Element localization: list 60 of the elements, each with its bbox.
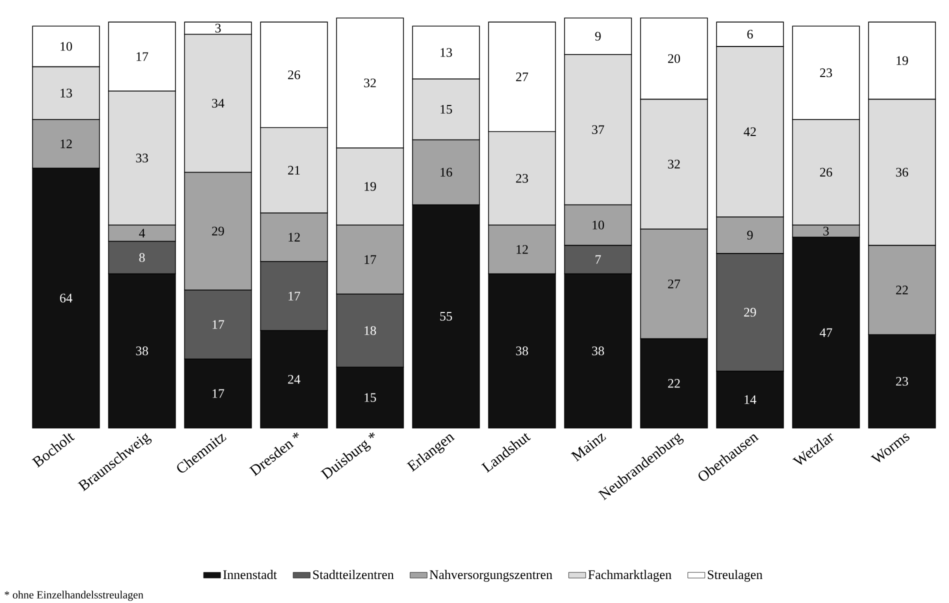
data-label: 17 bbox=[212, 320, 224, 329]
data-label: 14 bbox=[744, 395, 756, 404]
data-label: 10 bbox=[592, 220, 604, 230]
data-label: 13 bbox=[440, 48, 452, 57]
legend-label: Innenstadt bbox=[223, 570, 277, 580]
data-label: 19 bbox=[896, 56, 908, 65]
data-label: 15 bbox=[364, 393, 376, 402]
data-label: 16 bbox=[440, 168, 452, 177]
data-label: 26 bbox=[288, 70, 300, 80]
data-label: 17 bbox=[136, 52, 148, 61]
legend-label: Fachmarktlagen bbox=[588, 570, 672, 582]
data-label: 12 bbox=[60, 140, 72, 148]
data-label: 64 bbox=[60, 294, 72, 302]
data-label: 38 bbox=[136, 346, 148, 356]
data-label: 6 bbox=[747, 30, 753, 39]
text: * ohne Einzelhandelsstreulagen bbox=[4, 590, 144, 601]
data-label: 8 bbox=[139, 253, 145, 262]
data-label: 20 bbox=[668, 54, 680, 63]
data-label: 7 bbox=[596, 255, 601, 264]
data-label: 22 bbox=[896, 286, 908, 294]
data-label: 15 bbox=[440, 104, 452, 114]
data-label: 38 bbox=[516, 346, 528, 356]
data-label: 9 bbox=[595, 32, 601, 41]
data-label: 24 bbox=[288, 374, 300, 384]
data-label: 3 bbox=[823, 226, 829, 236]
data-label: 17 bbox=[288, 292, 300, 300]
legend-label: Stadtteilzentren bbox=[313, 570, 394, 580]
data-label: 23 bbox=[820, 68, 832, 78]
data-label: 10 bbox=[60, 42, 72, 51]
data-label: 23 bbox=[896, 376, 908, 386]
data-label: 13 bbox=[60, 88, 72, 98]
data-label: 21 bbox=[288, 166, 300, 175]
data-label: 3 bbox=[215, 24, 221, 33]
data-label: 4 bbox=[139, 228, 146, 238]
data-label: 36 bbox=[896, 168, 908, 177]
data-label: 27 bbox=[516, 72, 528, 82]
data-label: 22 bbox=[668, 379, 680, 388]
data-label: 47 bbox=[820, 328, 832, 337]
data-label: 29 bbox=[212, 226, 224, 236]
legend-label: Streulagen bbox=[708, 570, 762, 582]
data-label: 55 bbox=[440, 312, 452, 321]
data-label: 32 bbox=[364, 78, 376, 88]
data-label: 17 bbox=[364, 255, 376, 264]
data-label: 12 bbox=[288, 232, 300, 242]
legend-label: Nahversorgungszentren bbox=[430, 570, 552, 582]
data-label: 12 bbox=[516, 245, 528, 254]
data-label: 32 bbox=[668, 160, 680, 168]
data-label: 18 bbox=[364, 326, 376, 335]
data-label: 33 bbox=[136, 154, 148, 162]
data-label: 17 bbox=[212, 389, 224, 398]
data-label: 23 bbox=[516, 174, 528, 183]
data-label: 19 bbox=[364, 182, 376, 191]
data-label: 26 bbox=[820, 168, 832, 177]
data-label: 34 bbox=[212, 98, 224, 108]
data-label: 38 bbox=[592, 346, 604, 356]
data-label: 9 bbox=[747, 230, 753, 240]
data-label: 37 bbox=[592, 125, 604, 134]
data-label: 27 bbox=[668, 280, 680, 288]
data-label: 42 bbox=[744, 127, 756, 136]
data-label: 29 bbox=[744, 308, 756, 317]
